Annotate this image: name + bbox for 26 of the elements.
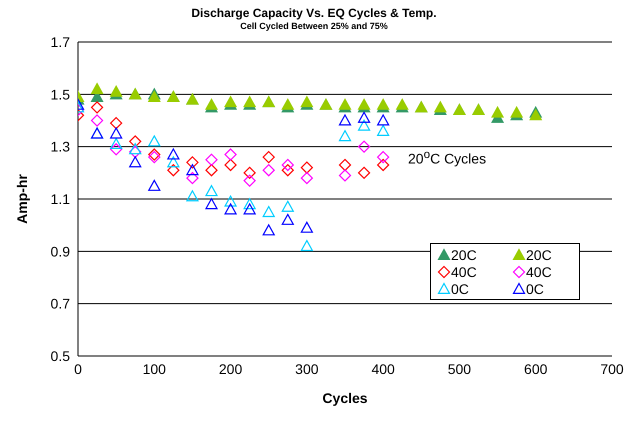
x-tick-label: 600 — [524, 360, 548, 377]
legend-label: 20C — [526, 246, 552, 262]
y-tick-label: 1.1 — [50, 190, 70, 207]
chart-subtitle: Cell Cycled Between 25% and 75% — [239, 21, 389, 31]
x-tick-label: 300 — [295, 360, 319, 377]
y-tick-label: 1.7 — [50, 34, 70, 50]
y-tick-label: 1.3 — [50, 138, 70, 155]
legend-label: 0C — [451, 280, 469, 296]
x-tick-label: 100 — [142, 360, 166, 377]
y-axis-title: Amp-hr — [14, 174, 30, 224]
x-tick-label: 0 — [74, 360, 82, 377]
x-axis-title: Cycles — [322, 390, 368, 406]
y-tick-label: 0.9 — [50, 243, 70, 260]
legend-label: 20C — [451, 246, 477, 262]
y-tick-label: 0.5 — [50, 348, 70, 364]
annotation: 20$^{o}$C Cycles — [408, 148, 486, 167]
chart-title: Discharge Capacity Vs. EQ Cycles & Temp. — [190, 6, 438, 20]
y-tick-label: 0.7 — [50, 296, 70, 312]
x-tick-label: 500 — [448, 360, 472, 377]
legend-label: 40C — [451, 264, 477, 280]
x-tick-label: 200 — [218, 360, 242, 377]
legend-label: 0C — [526, 280, 544, 296]
x-tick-label: 400 — [371, 360, 396, 377]
legend-label: 40C — [526, 264, 552, 280]
y-tick-label: 1.5 — [50, 86, 70, 102]
x-tick-label: 700 — [600, 360, 624, 377]
